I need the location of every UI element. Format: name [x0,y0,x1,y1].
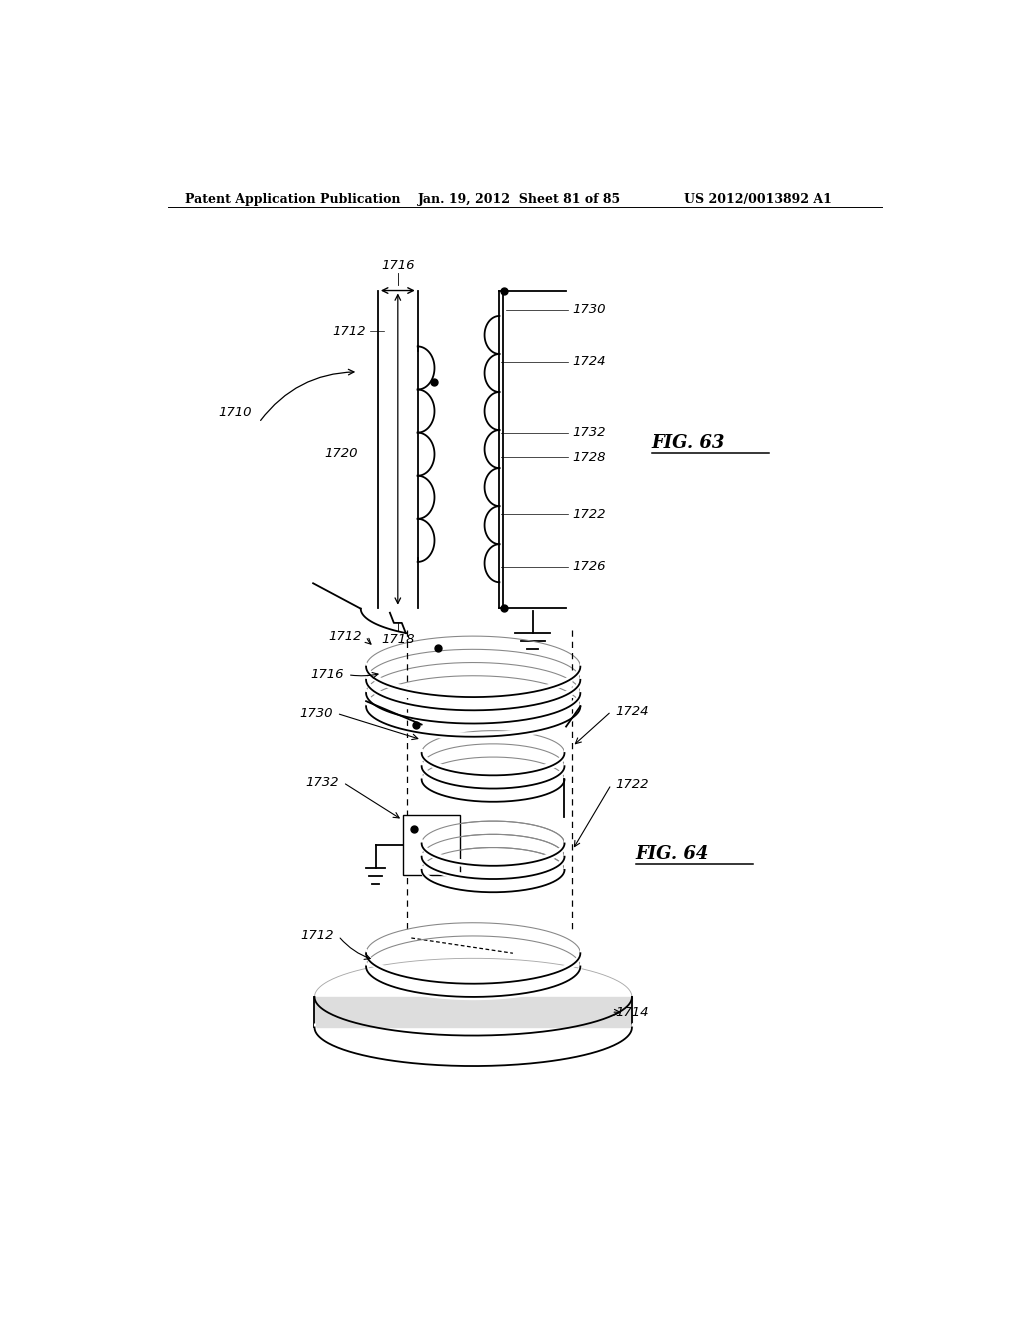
Text: FIG. 63: FIG. 63 [652,434,725,451]
Text: 1732: 1732 [572,426,606,440]
Text: 1730: 1730 [572,304,606,317]
Text: 1730: 1730 [299,706,333,719]
Text: 1724: 1724 [615,705,649,718]
Text: Patent Application Publication: Patent Application Publication [185,193,400,206]
Text: 1716: 1716 [310,668,344,681]
Text: 1728: 1728 [572,450,606,463]
Text: 1712: 1712 [333,325,367,338]
Text: 1724: 1724 [572,355,606,368]
Text: 1714: 1714 [615,1006,649,1019]
Text: 1718: 1718 [381,634,415,645]
Text: 1726: 1726 [572,561,606,573]
Text: 1716: 1716 [381,259,415,272]
Text: 1726: 1726 [420,822,454,836]
Text: US 2012/0013892 A1: US 2012/0013892 A1 [684,193,831,206]
Text: 1712: 1712 [329,630,362,643]
Text: FIG. 64: FIG. 64 [636,845,710,862]
Text: 1712: 1712 [301,929,334,942]
Text: 1722: 1722 [572,508,606,520]
Text: 1732: 1732 [305,776,339,789]
Text: Jan. 19, 2012  Sheet 81 of 85: Jan. 19, 2012 Sheet 81 of 85 [418,193,621,206]
Bar [402,814,460,875]
Text: 1720: 1720 [325,446,358,459]
Text: 1728: 1728 [410,855,443,869]
Text: 1710: 1710 [218,407,252,418]
Text: 1722: 1722 [615,777,649,791]
